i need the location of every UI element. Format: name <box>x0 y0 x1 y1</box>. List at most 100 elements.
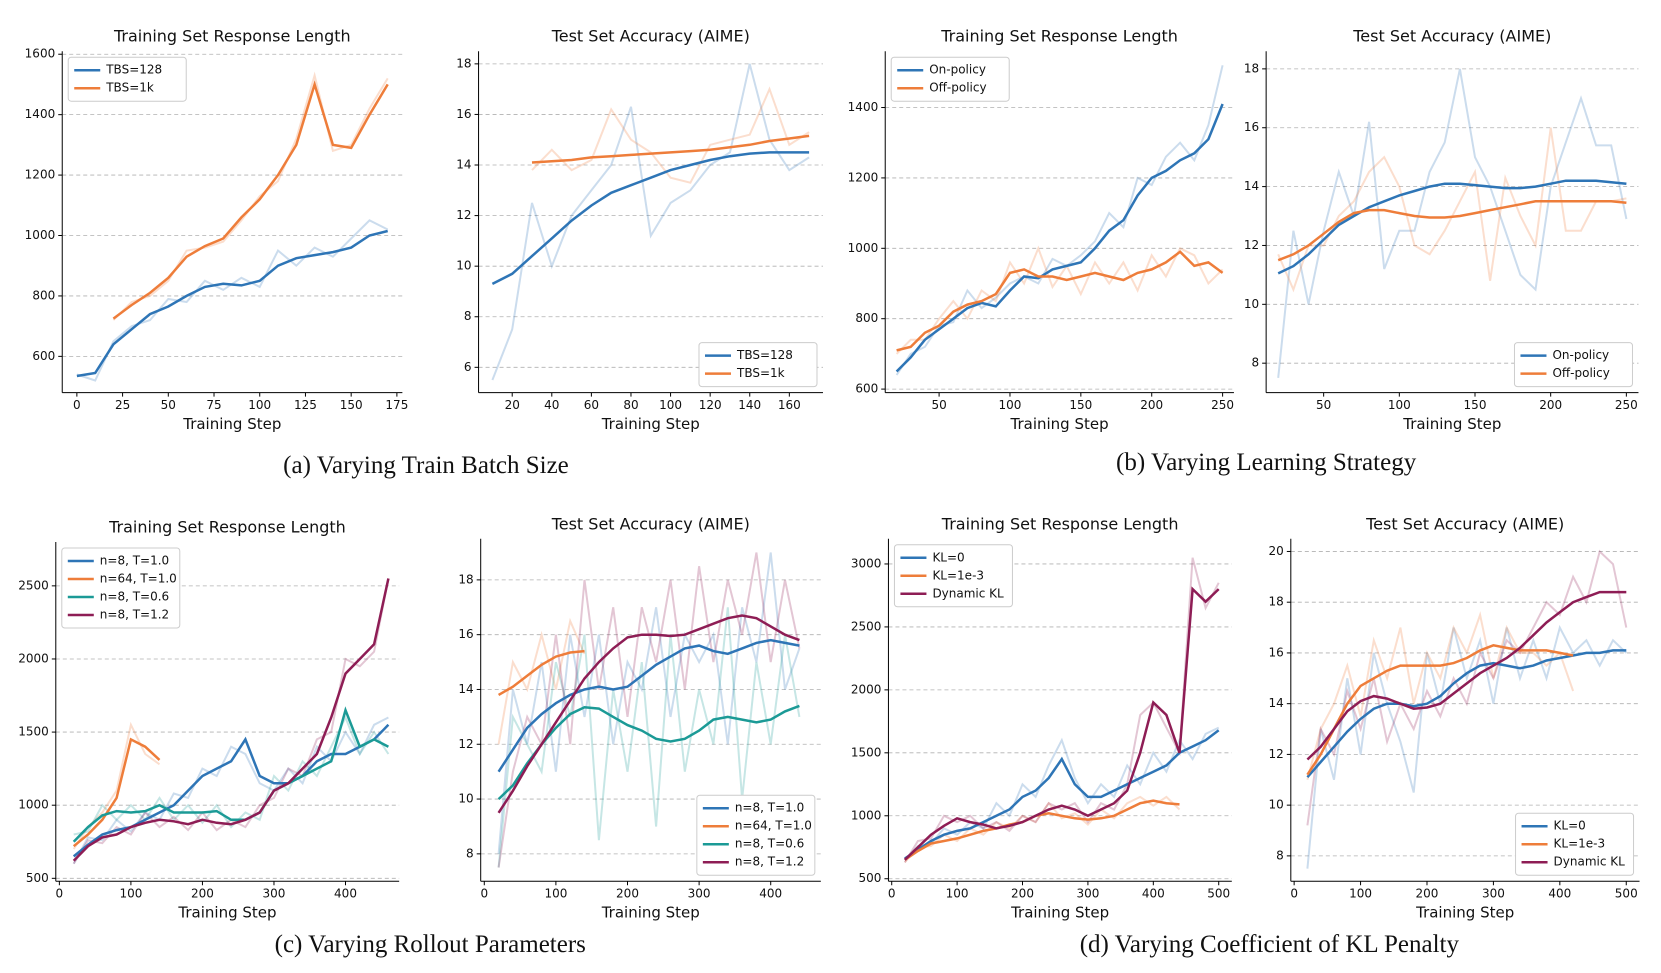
chart-title: Test Set Accuracy (AIME) <box>1365 514 1564 533</box>
legend-label: n=8, T=1.0 <box>100 553 169 567</box>
legend-box <box>1515 812 1635 876</box>
x-tick-label: 140 <box>738 398 761 412</box>
x-tick-label: 100 <box>999 398 1022 412</box>
y-tick-label: 18 <box>1244 61 1259 75</box>
x-tick-label: 400 <box>1142 887 1165 901</box>
series-line <box>497 704 800 801</box>
legend-label: n=8, T=0.6 <box>735 837 804 851</box>
y-tick-label: 10 <box>1269 798 1284 812</box>
x-tick-label: 0 <box>888 887 896 901</box>
legend-label: Dynamic KL <box>1554 855 1626 869</box>
y-tick-label: 800 <box>855 311 878 325</box>
legend-label: n=8, T=0.6 <box>100 589 169 603</box>
y-tick-label: 16 <box>1269 645 1284 659</box>
y-tick-label: 1000 <box>851 808 882 822</box>
series-line <box>72 578 390 862</box>
legend-label: KL=1e-3 <box>932 568 984 582</box>
y-tick-label: 18 <box>1269 595 1284 609</box>
x-tick-label: 500 <box>1615 887 1638 901</box>
y-tick-label: 10 <box>458 792 473 806</box>
y-tick-label: 1600 <box>25 47 56 61</box>
y-tick-label: 12 <box>1244 238 1259 252</box>
y-tick-label: 6 <box>464 360 472 374</box>
series-line <box>1277 200 1627 262</box>
raw-line <box>903 557 1220 863</box>
chart-title: Test Set Accuracy (AIME) <box>551 27 750 46</box>
legend-label: TBS=1k <box>105 81 154 95</box>
x-tick-label: 100 <box>248 398 271 412</box>
legend-label: Off-policy <box>1552 366 1609 380</box>
x-tick-label: 80 <box>623 398 638 412</box>
series-line <box>72 723 390 858</box>
y-tick-label: 12 <box>458 737 473 751</box>
x-tick-label: 0 <box>73 398 81 412</box>
x-tick-label: 100 <box>1388 398 1411 412</box>
x-tick-label: 150 <box>340 398 363 412</box>
chart-title: Training Set Response Length <box>108 517 346 536</box>
series-line <box>1306 590 1627 761</box>
x-tick-label: 200 <box>1140 398 1163 412</box>
y-tick-label: 1400 <box>848 100 879 114</box>
raw-line <box>1306 624 1627 869</box>
series-line <box>72 737 161 848</box>
chart-title: Test Set Accuracy (AIME) <box>551 514 750 533</box>
x-tick-label: 500 <box>1207 887 1230 901</box>
y-tick-label: 3000 <box>851 556 882 570</box>
series-line <box>896 250 1224 352</box>
x-tick-label: 125 <box>294 398 317 412</box>
y-tick-label: 8 <box>1276 848 1284 862</box>
y-tick-label: 12 <box>1269 747 1284 761</box>
y-tick-label: 8 <box>464 309 472 323</box>
x-axis-label: Training Step <box>1010 415 1109 433</box>
x-tick-label: 0 <box>480 887 488 901</box>
x-tick-label: 100 <box>119 887 142 901</box>
y-tick-label: 14 <box>456 158 471 172</box>
x-tick-label: 300 <box>688 887 711 901</box>
y-tick-label: 1200 <box>848 170 879 184</box>
series-line <box>531 134 810 164</box>
x-tick-label: 40 <box>544 398 559 412</box>
x-tick-label: 75 <box>206 398 221 412</box>
x-tick-label: 150 <box>1464 398 1487 412</box>
legend-label: n=64, T=1.0 <box>100 571 177 585</box>
series-line <box>497 649 585 696</box>
raw-line <box>1277 127 1627 293</box>
x-tick-label: 300 <box>1482 887 1505 901</box>
y-tick-label: 500 <box>859 871 882 885</box>
series-line <box>497 638 800 773</box>
legend-label: Dynamic KL <box>932 586 1004 600</box>
legend-label: n=8, T=1.2 <box>100 607 169 621</box>
legend-label: n=8, T=1.0 <box>735 801 804 815</box>
y-tick-label: 14 <box>1269 696 1284 710</box>
raw-line <box>1277 68 1628 379</box>
x-tick-label: 100 <box>946 887 969 901</box>
x-axis-label: Training Step <box>1402 415 1501 433</box>
legend-box <box>893 544 1013 608</box>
y-tick-label: 12 <box>456 208 471 222</box>
x-tick-label: 200 <box>1416 887 1439 901</box>
x-tick-label: 400 <box>1548 887 1571 901</box>
x-tick-label: 0 <box>56 887 64 901</box>
legend-label: TBS=128 <box>105 63 162 77</box>
raw-line <box>491 63 810 381</box>
y-tick-label: 600 <box>32 349 55 363</box>
legend-box <box>698 342 818 388</box>
y-tick-label: 1000 <box>25 228 56 242</box>
raw-line <box>497 552 801 854</box>
y-tick-label: 8 <box>466 846 474 860</box>
raw-line <box>72 716 389 865</box>
x-axis-label: Training Step <box>601 904 700 922</box>
x-tick-label: 20 <box>505 398 520 412</box>
y-tick-label: 1000 <box>18 798 49 812</box>
y-tick-label: 2500 <box>851 619 882 633</box>
x-tick-label: 175 <box>385 398 408 412</box>
x-tick-label: 50 <box>161 398 176 412</box>
x-axis-label: Training Step <box>601 415 700 433</box>
series-line <box>903 586 1220 861</box>
y-tick-label: 2000 <box>851 682 882 696</box>
series-line <box>72 706 389 843</box>
legend-box <box>696 794 816 876</box>
x-tick-label: 150 <box>1069 398 1092 412</box>
x-tick-label: 250 <box>1211 398 1234 412</box>
series-line <box>904 799 1180 861</box>
